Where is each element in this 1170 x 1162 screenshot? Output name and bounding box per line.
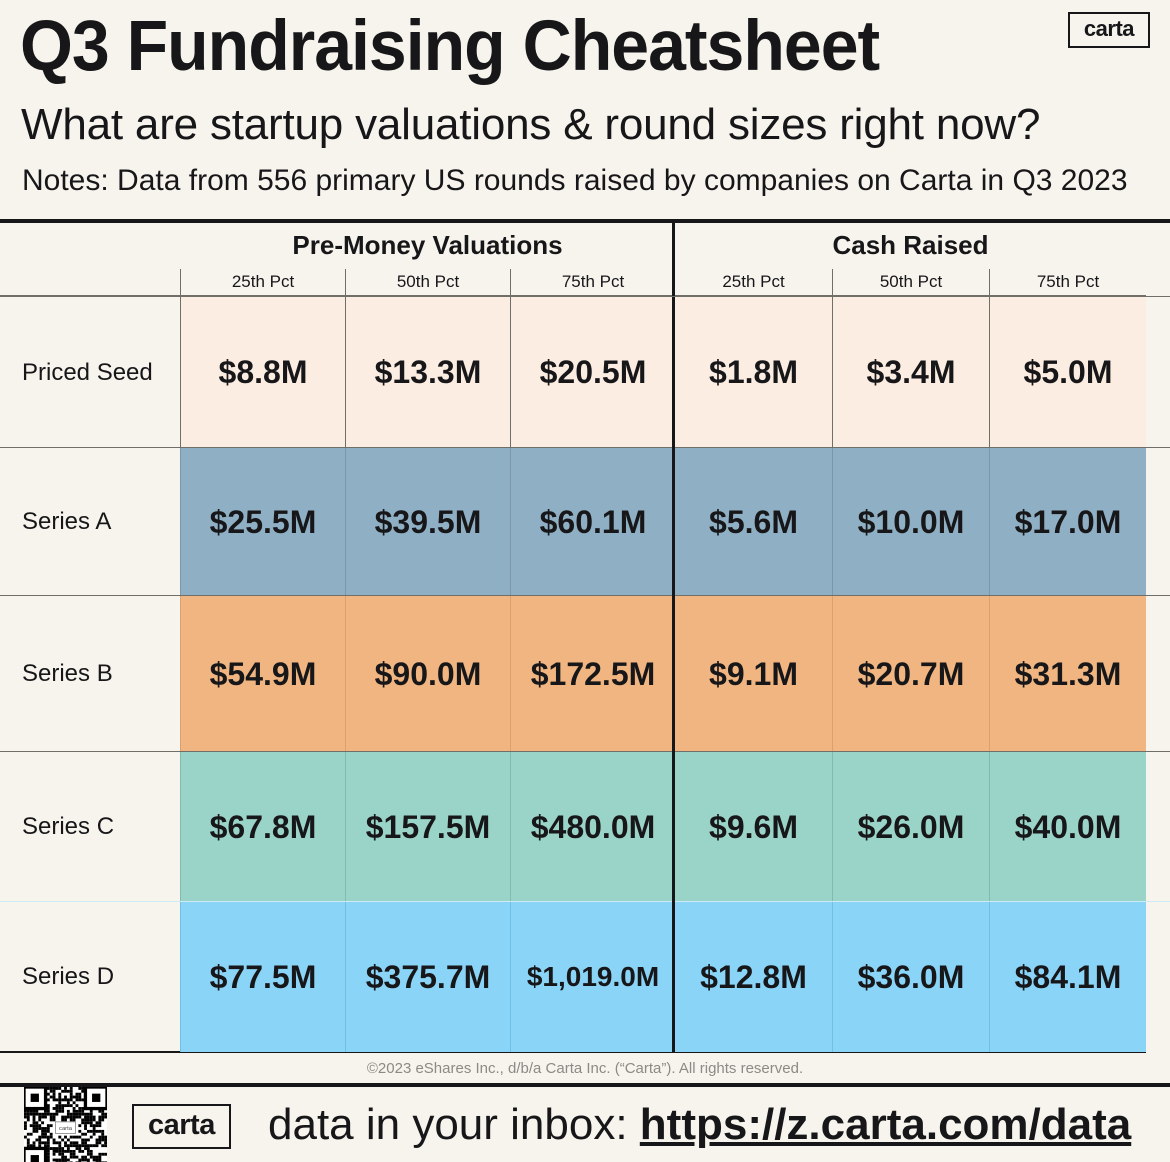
svg-text:carta: carta — [59, 1126, 73, 1132]
